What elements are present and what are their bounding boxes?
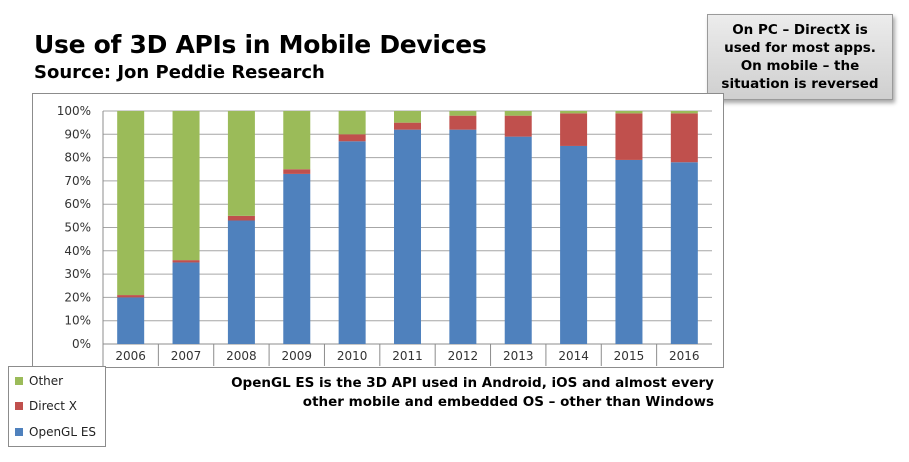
bar-segment — [394, 129, 421, 344]
x-tick-label: 2011 — [392, 349, 423, 363]
legend-item-opengl-es: OpenGL ES — [15, 424, 96, 440]
x-tick-label: 2006 — [115, 349, 146, 363]
bar-segment — [117, 111, 145, 296]
callout-line: situation is reversed — [721, 76, 879, 92]
bar-segment — [172, 111, 200, 261]
y-tick-label: 60% — [64, 197, 91, 211]
bar-segment — [504, 115, 532, 137]
x-tick-label: 2010 — [337, 349, 368, 363]
bar-segment — [449, 115, 477, 130]
legend-swatch-opengl-es — [15, 428, 23, 436]
callout-box: On PC – DirectX is used for most apps. O… — [707, 14, 893, 100]
bar-segment — [117, 297, 145, 344]
x-tick-label: 2007 — [171, 349, 202, 363]
y-tick-label: 10% — [64, 314, 91, 328]
y-tick-label: 80% — [64, 151, 91, 165]
bar-segment — [394, 111, 421, 123]
bar-segment — [615, 113, 643, 160]
bar-segment — [227, 220, 255, 344]
footnote-line: other mobile and embedded OS – other tha… — [302, 394, 714, 410]
chart-frame — [32, 93, 724, 368]
bar-segment — [615, 159, 643, 344]
bar-segment — [227, 215, 255, 221]
x-tick-label: 2008 — [226, 349, 257, 363]
footnote: OpenGL ES is the 3D API used in Android,… — [200, 374, 714, 412]
x-tick-label: 2013 — [503, 349, 534, 363]
bar-segment — [670, 162, 698, 344]
y-tick-label: 30% — [64, 267, 91, 281]
bar-segment — [449, 129, 477, 344]
legend-swatch-other — [15, 377, 23, 385]
bar-segment — [227, 111, 255, 216]
legend-label-directx: Direct X — [29, 399, 77, 413]
bar-segment — [394, 122, 421, 130]
y-tick-label: 20% — [64, 290, 91, 304]
legend-swatch-directx — [15, 402, 23, 410]
y-tick-label: 100% — [57, 104, 91, 118]
footnote-line: OpenGL ES is the 3D API used in Android,… — [231, 375, 714, 391]
bar-segment — [560, 113, 588, 146]
bar-segment — [560, 111, 588, 114]
bar-segment — [283, 111, 311, 170]
legend: Other Direct X OpenGL ES — [8, 366, 106, 447]
x-tick-label: 2014 — [558, 349, 589, 363]
callout-line: On mobile – the — [740, 58, 860, 74]
legend-item-other: Other — [15, 373, 63, 389]
y-tick-label: 0% — [72, 337, 91, 351]
bar-segment — [449, 111, 477, 116]
bar-segment — [615, 111, 643, 114]
x-tick-label: 2015 — [614, 349, 645, 363]
chart-title: Use of 3D APIs in Mobile Devices — [34, 30, 487, 59]
bar-segment — [670, 111, 698, 114]
legend-label-other: Other — [29, 374, 64, 388]
callout-line: used for most apps. — [724, 40, 876, 56]
bar-segment — [338, 134, 366, 142]
bar-segment — [560, 145, 588, 344]
bar-segment — [338, 111, 366, 135]
y-tick-label: 50% — [64, 221, 91, 235]
x-tick-label: 2012 — [448, 349, 479, 363]
callout-line: On PC – DirectX is — [732, 22, 868, 38]
bar-segment — [504, 136, 532, 344]
y-tick-label: 90% — [64, 127, 91, 141]
bar-segment — [283, 173, 311, 344]
bar-segment — [670, 113, 698, 163]
bar-segment — [338, 141, 366, 344]
bar-segment — [117, 295, 145, 298]
legend-item-directx: Direct X — [15, 398, 77, 414]
x-tick-label: 2016 — [669, 349, 700, 363]
bar-segment — [172, 262, 200, 344]
bar-segment — [283, 169, 311, 174]
chart-subtitle: Source: Jon Peddie Research — [34, 62, 325, 83]
bar-segment — [504, 111, 532, 116]
legend-label-opengl-es: OpenGL ES — [29, 425, 97, 439]
y-tick-label: 70% — [64, 174, 91, 188]
x-tick-label: 2009 — [281, 349, 312, 363]
y-tick-label: 40% — [64, 244, 91, 258]
bar-segment — [172, 260, 200, 263]
